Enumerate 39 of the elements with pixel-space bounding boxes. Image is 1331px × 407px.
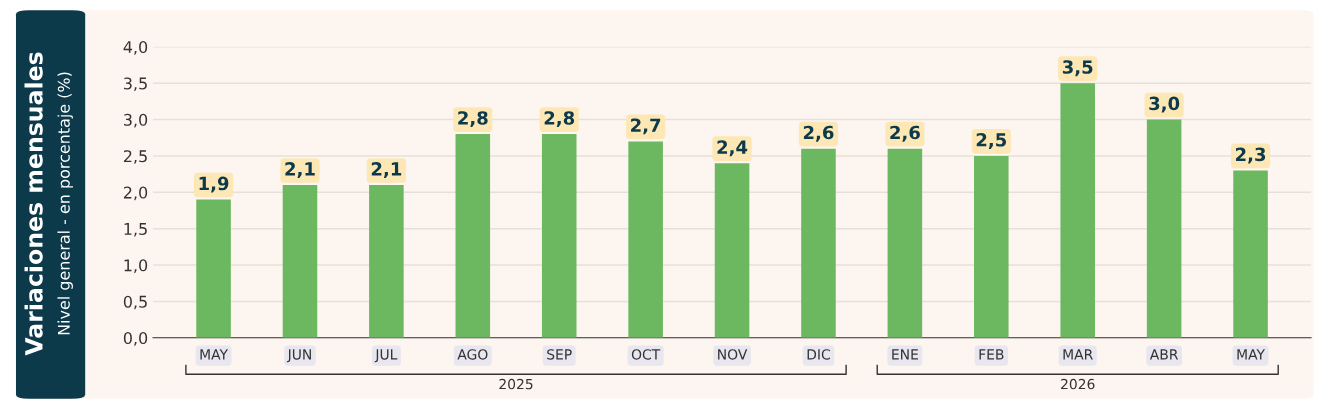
x-tick-label: NOV	[718, 349, 748, 360]
text: 2026	[1061, 378, 1095, 390]
x-tick-label: ABR	[1149, 349, 1179, 360]
y-tick-label: 1,0	[124, 259, 148, 273]
text: Variaciones mensuales	[24, 52, 43, 356]
y-tick-label: 0,0	[123, 332, 148, 346]
y-tick-label: 1,5	[124, 223, 147, 237]
data-label: 2,4	[717, 140, 748, 157]
data-label: 2,3	[1235, 147, 1266, 164]
data-label: 2,6	[890, 125, 920, 142]
text: 2025	[499, 378, 533, 390]
data-label: 1,9	[199, 176, 229, 193]
data-label: 3,5	[1062, 60, 1093, 77]
y-tick-label: 0,5	[123, 295, 147, 310]
x-tick-label: JUL	[374, 349, 398, 363]
x-tick-label: DIC	[807, 349, 830, 360]
y-tick-label: 4,0	[123, 41, 148, 55]
y-tick-label: 2,0	[123, 186, 148, 201]
data-label: 2,1	[371, 162, 402, 179]
data-label: 2,6	[803, 125, 834, 142]
data-label: 2,7	[631, 118, 661, 135]
data-label: 2,8	[544, 111, 575, 128]
x-tick-label: AGO	[457, 349, 488, 360]
x-tick-label: JUN	[286, 349, 311, 363]
x-tick-label: MAY	[200, 349, 229, 360]
y-tick-label: 3,5	[124, 77, 147, 92]
data-label: 2,5	[976, 132, 1007, 149]
y-axis-title: Nivel general - en porcentaje (%)	[57, 72, 73, 335]
data-label: 3,0	[1149, 96, 1180, 113]
x-tick-label: MAY	[1237, 349, 1266, 360]
x-tick-label: OCT	[631, 349, 661, 360]
x-tick-label: MAR	[1063, 349, 1093, 360]
data-label: 2,8	[458, 111, 488, 128]
x-tick-label: ENE	[892, 349, 918, 360]
y-tick-label: 2,5	[123, 150, 147, 164]
data-label: 2,1	[285, 162, 315, 179]
x-tick-label: SEP	[547, 349, 572, 360]
y-tick-label: 3,0	[124, 113, 148, 128]
x-tick-label: FEB	[979, 349, 1004, 360]
